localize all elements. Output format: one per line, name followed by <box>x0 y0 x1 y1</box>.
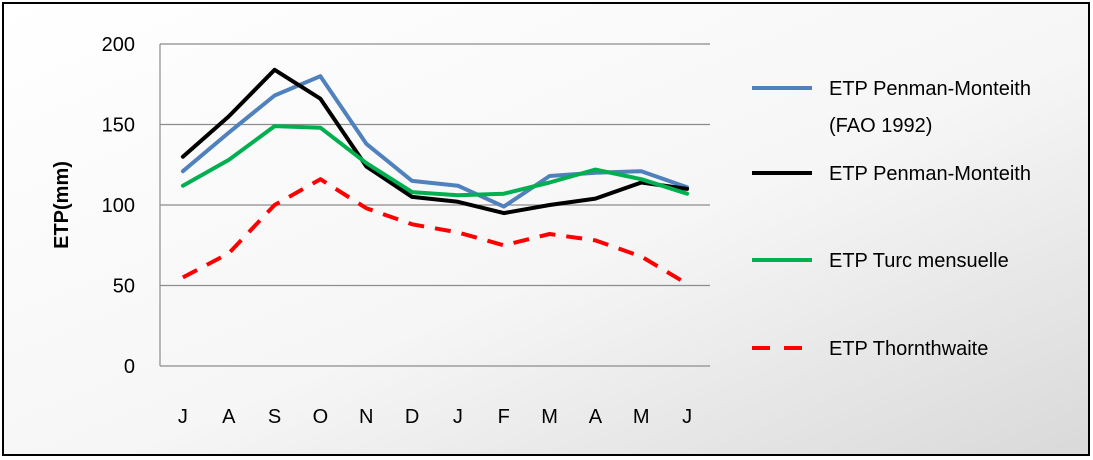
x-tick-label: A <box>589 406 603 428</box>
x-tick-label: N <box>359 406 373 428</box>
series-line-2 <box>180 67 690 216</box>
x-tick-label: F <box>498 406 510 428</box>
y-tick-label: 100 <box>102 195 135 217</box>
legend-label-4: ETP Thornthwaite <box>829 338 988 360</box>
tick-labels: 0 50 100 150 200 J A S O N D J F M A M J <box>102 34 692 428</box>
x-tick-label: A <box>222 406 236 428</box>
x-tick-label: J <box>682 406 692 428</box>
legend-label-2: ETP Penman-Monteith <box>829 163 1031 185</box>
x-tick-label: S <box>268 406 281 428</box>
gridlines <box>160 43 710 287</box>
y-axis-label: ETP(mm) <box>51 161 73 249</box>
x-tick-label: M <box>541 406 558 428</box>
series-line-4 <box>181 177 689 286</box>
axes <box>159 44 710 367</box>
x-tick-label: O <box>313 406 329 428</box>
y-tick-label: 0 <box>124 356 135 378</box>
legend: ETP Penman-Monteith (FAO 1992) ETP Penman-… <box>752 78 1031 360</box>
y-tick-label: 50 <box>113 276 135 298</box>
x-tick-label: D <box>405 406 419 428</box>
legend-label-3: ETP Turc mensuelle <box>829 250 1009 272</box>
legend-label-1: ETP Penman-Monteith <box>829 78 1031 100</box>
x-tick-label: J <box>453 406 463 428</box>
series-lines <box>180 67 690 286</box>
y-tick-label: 200 <box>102 34 135 56</box>
x-tick-label: J <box>178 406 188 428</box>
y-tick-label: 150 <box>102 115 135 137</box>
x-tick-label: M <box>633 406 650 428</box>
series-line-3 <box>180 124 690 198</box>
legend-label-1: (FAO 1992) <box>829 115 932 137</box>
